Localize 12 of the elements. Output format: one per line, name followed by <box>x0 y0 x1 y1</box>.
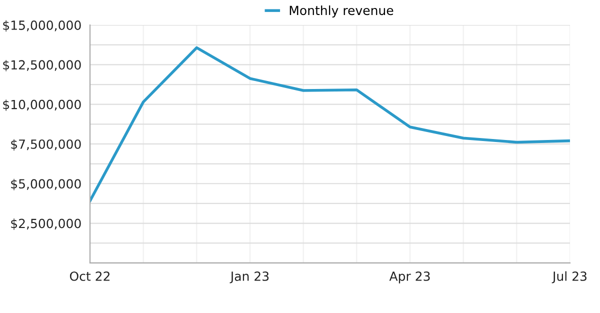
x-tick-label: Jul 23 <box>552 271 586 284</box>
x-tick-label: Jan 23 <box>230 271 269 284</box>
y-tick-label: $12,500,000 <box>3 60 81 72</box>
x-tick-label: Oct 22 <box>70 271 110 281</box>
y-tick-label: $7,500,000 <box>11 139 81 151</box>
line-series <box>90 46 570 202</box>
y-tick-label: $10,000,000 <box>3 100 81 111</box>
legend-label: Monthly revenue <box>290 5 394 18</box>
y-tick-label: $2,500,000 <box>11 218 81 230</box>
y-tick-label: $15,000,000 <box>3 20 81 32</box>
x-tick-label: Apr 23 <box>389 271 430 284</box>
y-tick-label: $5,000,000 <box>11 178 81 190</box>
